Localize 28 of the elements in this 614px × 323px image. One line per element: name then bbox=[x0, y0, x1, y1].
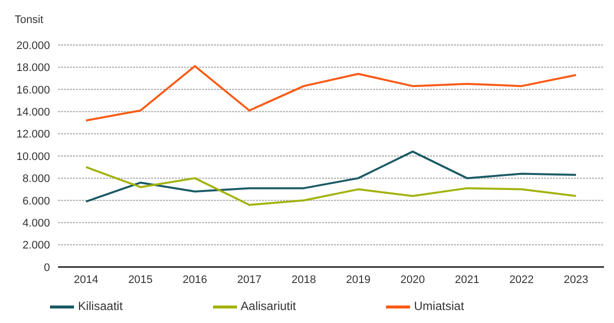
y-tick-label: 16.000 bbox=[16, 84, 50, 96]
y-tick-label: 10.000 bbox=[16, 150, 50, 163]
line-series bbox=[85, 65, 577, 122]
x-tick-label: 2023 bbox=[564, 274, 588, 286]
y-axis-title: Tonsit bbox=[14, 14, 44, 26]
x-tick-label: 2019 bbox=[346, 274, 370, 286]
line-series bbox=[85, 150, 577, 203]
x-tick-label: 2015 bbox=[128, 274, 153, 286]
y-tick-label: 14.000 bbox=[16, 106, 50, 119]
x-tick-label: 2022 bbox=[509, 274, 534, 286]
y-tick-label: 20.000 bbox=[16, 40, 50, 52]
y-tick-label: 2.000 bbox=[22, 240, 50, 252]
x-tick-label: 2020 bbox=[400, 274, 425, 286]
x-tick-label: 2018 bbox=[292, 274, 316, 286]
y-tick-label: 8.000 bbox=[22, 173, 50, 186]
y-tick-label: 6.000 bbox=[22, 195, 50, 208]
legend-label: Umiatsiat bbox=[414, 299, 464, 314]
y-tick-label: 4.000 bbox=[22, 218, 50, 230]
legend-label: Kilisaatit bbox=[78, 299, 123, 314]
legend-label: Aalisariutit bbox=[240, 299, 296, 314]
x-tick-label: 2021 bbox=[454, 274, 480, 286]
y-tick-label: 0 bbox=[44, 262, 50, 274]
x-tick-label: 2017 bbox=[237, 274, 262, 286]
x-tick-label: 2014 bbox=[74, 274, 98, 286]
y-tick-label: 12.000 bbox=[16, 128, 50, 141]
y-tick-label: 18.000 bbox=[16, 62, 50, 74]
line-series bbox=[85, 166, 577, 206]
x-tick-label: 2016 bbox=[182, 274, 208, 286]
